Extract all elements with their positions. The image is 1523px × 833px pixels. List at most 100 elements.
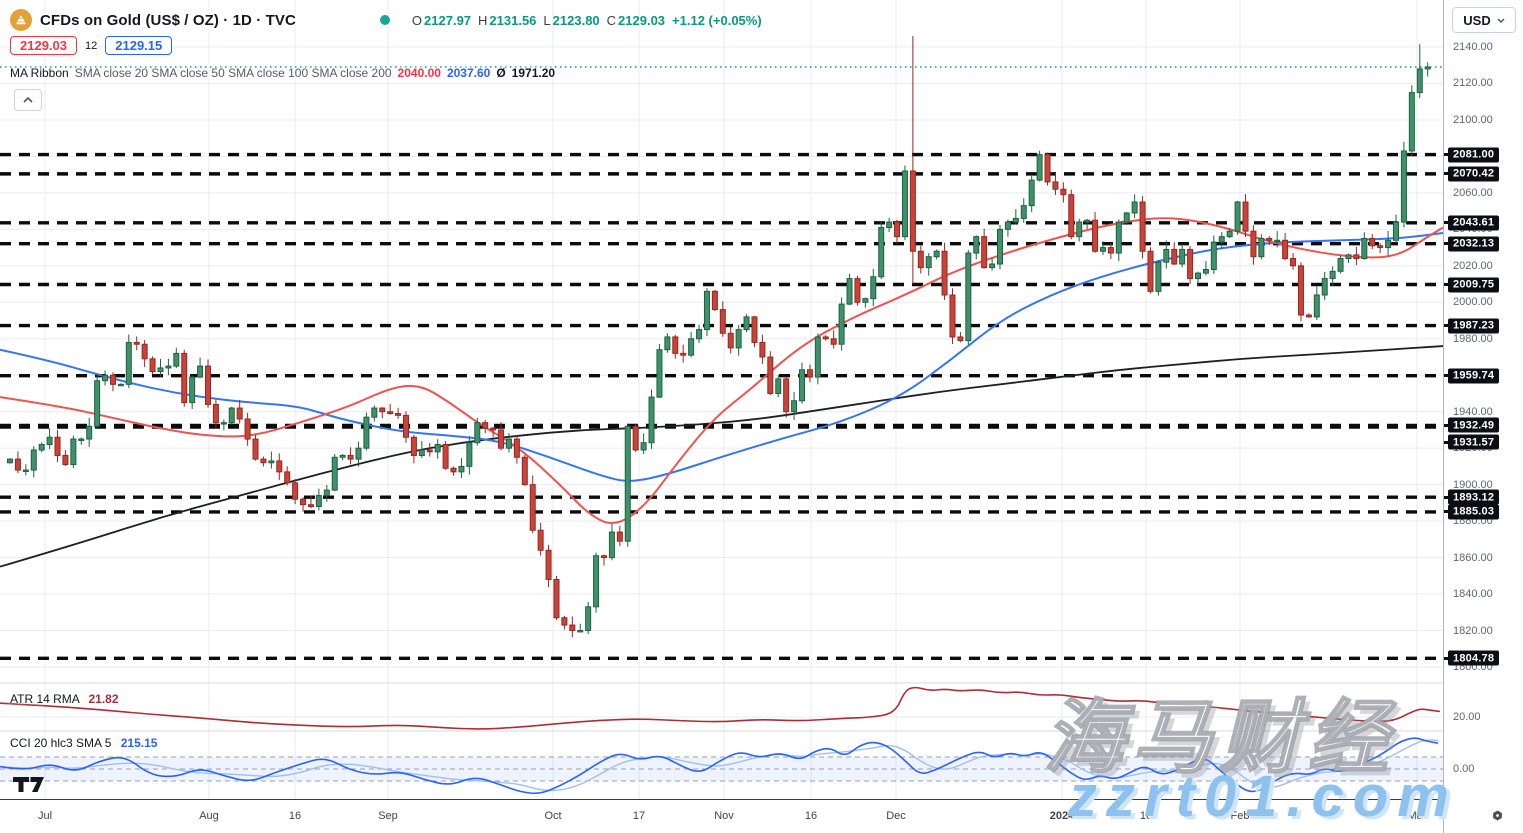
indicator-name[interactable]: MA Ribbon bbox=[10, 66, 69, 80]
atr-legend-row[interactable]: ATR 14 RMA 21.82 bbox=[10, 692, 119, 706]
candle bbox=[965, 249, 972, 345]
candle bbox=[1313, 286, 1320, 320]
price-axis-label: 2060.00 bbox=[1453, 186, 1493, 199]
candle bbox=[664, 333, 671, 353]
time-axis-label: Dec bbox=[886, 810, 906, 822]
ma-value-blue: 2037.60 bbox=[446, 66, 491, 80]
price-axis-label: 1940.00 bbox=[1453, 405, 1493, 418]
price-axis-label: 1980.00 bbox=[1453, 332, 1493, 345]
level-tick-dash bbox=[1444, 324, 1448, 328]
candle bbox=[1195, 271, 1201, 287]
candle bbox=[434, 439, 441, 459]
candle bbox=[783, 376, 790, 418]
gear-icon[interactable] bbox=[1487, 805, 1508, 831]
buy-button[interactable]: 2129.15 bbox=[105, 36, 173, 55]
candle bbox=[933, 249, 940, 260]
candle bbox=[846, 273, 853, 306]
price-level-badge[interactable]: 2032.13 bbox=[1444, 236, 1500, 252]
candle bbox=[189, 375, 196, 409]
price-level-badge[interactable]: 1987.23 bbox=[1444, 318, 1500, 334]
candle bbox=[1305, 313, 1312, 318]
time-axis-label: 16 bbox=[1139, 810, 1153, 822]
level-tick-dash bbox=[1444, 495, 1448, 499]
candle bbox=[799, 362, 805, 404]
candle bbox=[355, 441, 362, 467]
candle bbox=[252, 434, 259, 461]
market-status-dot[interactable] bbox=[379, 15, 390, 25]
price-axis-label: 2120.00 bbox=[1453, 77, 1493, 90]
sell-button[interactable]: 2129.03 bbox=[10, 36, 77, 55]
candle bbox=[323, 485, 330, 502]
candle bbox=[537, 522, 544, 556]
level-tick-dash bbox=[1444, 221, 1448, 225]
price-axis-label: 2020.00 bbox=[1453, 259, 1493, 272]
price-level-badge[interactable]: 2043.61 bbox=[1444, 215, 1500, 231]
candle bbox=[1179, 244, 1186, 268]
price-level-badge[interactable]: 1804.78 bbox=[1444, 650, 1500, 666]
candle bbox=[656, 344, 663, 399]
candle bbox=[236, 400, 243, 424]
candle bbox=[640, 433, 647, 455]
candle bbox=[1084, 218, 1091, 229]
candle bbox=[1068, 189, 1075, 240]
atr-value: 21.82 bbox=[88, 692, 119, 706]
price-axis[interactable]: USD 1800.00 1820.00 1840.00 1860.00 1880.00 1… bbox=[1443, 0, 1523, 833]
candle bbox=[141, 340, 148, 368]
tradingview-logo[interactable] bbox=[13, 773, 45, 797]
candle bbox=[1131, 194, 1138, 219]
candle bbox=[878, 221, 885, 280]
symbol-title[interactable]: CFDs on Gold (US$ / OZ) · 1D · TVC bbox=[40, 11, 296, 29]
candle bbox=[205, 359, 211, 408]
candle bbox=[173, 347, 180, 369]
price-level-badge[interactable]: 1893.12 bbox=[1444, 489, 1500, 505]
candle bbox=[347, 447, 354, 465]
level-tick-dash bbox=[1444, 283, 1448, 286]
candle bbox=[862, 297, 869, 308]
candle bbox=[54, 430, 61, 463]
atr-name[interactable]: ATR 14 RMA bbox=[10, 692, 80, 706]
candle bbox=[450, 466, 457, 476]
price-level-badge[interactable]: 2070.42 bbox=[1444, 166, 1500, 182]
candle bbox=[775, 374, 782, 398]
currency-dropdown[interactable]: USD bbox=[1452, 7, 1516, 33]
time-axis[interactable]: Jul Aug 16 Sep Oct 17 Nov 16 Dec 2024 16 Feb Mar bbox=[0, 799, 1523, 833]
candle bbox=[719, 301, 726, 337]
candle bbox=[1408, 85, 1415, 157]
candle bbox=[1210, 235, 1217, 275]
price-level-badge[interactable]: 2081.00 bbox=[1444, 147, 1500, 163]
candle bbox=[125, 334, 132, 389]
price-level-badge[interactable]: 2009.75 bbox=[1444, 277, 1500, 292]
candle bbox=[545, 544, 552, 588]
candle bbox=[529, 475, 536, 534]
ma-ribbon-legend-row[interactable]: MA Ribbon SMA close 20 SMA close 50 SMA … bbox=[10, 66, 555, 80]
price-axis-label: 2100.00 bbox=[1453, 113, 1493, 126]
price-level-badge[interactable]: 1959.74 bbox=[1444, 368, 1500, 384]
ma-avg-label: Ø bbox=[496, 66, 506, 80]
price-axis-label: 1820.00 bbox=[1453, 624, 1493, 637]
candle bbox=[1163, 240, 1170, 269]
candle bbox=[1393, 214, 1399, 243]
change-value: +1.12 (+0.05%) bbox=[672, 12, 762, 28]
candle bbox=[212, 399, 219, 429]
candle bbox=[379, 407, 386, 419]
bid-ask-row: 2129.03 12 2129.15 bbox=[10, 36, 173, 55]
candle bbox=[1004, 219, 1011, 237]
candle bbox=[925, 253, 932, 276]
atr-axis-label: 20.00 bbox=[1453, 711, 1481, 723]
candle bbox=[1400, 141, 1407, 228]
collapse-legend-button[interactable] bbox=[14, 89, 42, 111]
candle bbox=[1052, 173, 1059, 195]
price-level-badge[interactable]: 1885.03 bbox=[1444, 504, 1500, 520]
cci-name[interactable]: CCI 20 hlc3 SMA 5 bbox=[10, 736, 112, 750]
level-tick-dash bbox=[1444, 510, 1448, 514]
price-level-badge[interactable]: 1932.49 bbox=[1444, 417, 1500, 433]
cci-legend-row[interactable]: CCI 20 hlc3 SMA 5 215.15 bbox=[10, 736, 157, 750]
candle bbox=[1282, 232, 1289, 261]
price-level-badge[interactable]: 1931.57 bbox=[1444, 434, 1500, 450]
currency-value: USD bbox=[1463, 12, 1491, 28]
candle bbox=[331, 454, 338, 492]
candle bbox=[1345, 253, 1352, 263]
candle bbox=[1139, 196, 1146, 259]
